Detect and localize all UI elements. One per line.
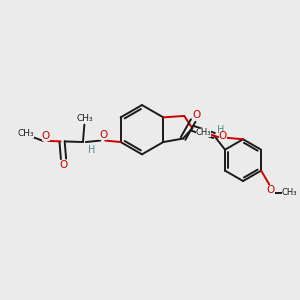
Text: O: O	[42, 130, 50, 141]
Text: CH₃: CH₃	[196, 128, 211, 136]
Text: O: O	[59, 160, 68, 170]
Text: O: O	[219, 131, 227, 141]
Text: H: H	[217, 125, 224, 135]
Text: O: O	[267, 185, 275, 195]
Text: CH₃: CH₃	[282, 188, 297, 197]
Text: CH₃: CH₃	[76, 114, 93, 123]
Text: O: O	[99, 130, 107, 140]
Text: H: H	[88, 145, 95, 155]
Text: CH₃: CH₃	[17, 129, 34, 138]
Text: O: O	[193, 110, 201, 120]
